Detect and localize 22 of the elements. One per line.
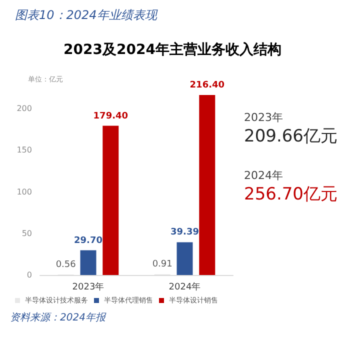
data-label: 29.70 <box>74 236 102 246</box>
chart-title: 2023及2024年主营业务收入结构 <box>64 41 282 58</box>
y-tick-label: 100 <box>16 187 32 196</box>
data-label: 179.40 <box>93 111 128 122</box>
y-tick-label: 0 <box>26 270 32 280</box>
data-label: 0.56 <box>56 260 76 270</box>
text: 256.70亿元 <box>244 184 338 204</box>
text: 2024年 <box>244 169 283 182</box>
chart-subtitle: 图表10：2024年业绩表现 <box>15 8 158 22</box>
bar <box>199 94 216 275</box>
data-label: 39.39 <box>170 228 199 238</box>
text: 资料来源：2024年报 <box>10 312 106 324</box>
text: 209.66亿元 <box>244 126 338 146</box>
y-tick-label: 50 <box>22 228 32 238</box>
data-label: 216.40 <box>190 80 225 90</box>
text: 2023年 <box>244 111 283 124</box>
y-tick-label: 200 <box>16 104 32 114</box>
bar <box>176 242 193 275</box>
y-tick-label: 150 <box>16 146 32 155</box>
bar <box>80 250 96 275</box>
bar <box>102 126 119 275</box>
data-label: 0.91 <box>152 260 172 270</box>
